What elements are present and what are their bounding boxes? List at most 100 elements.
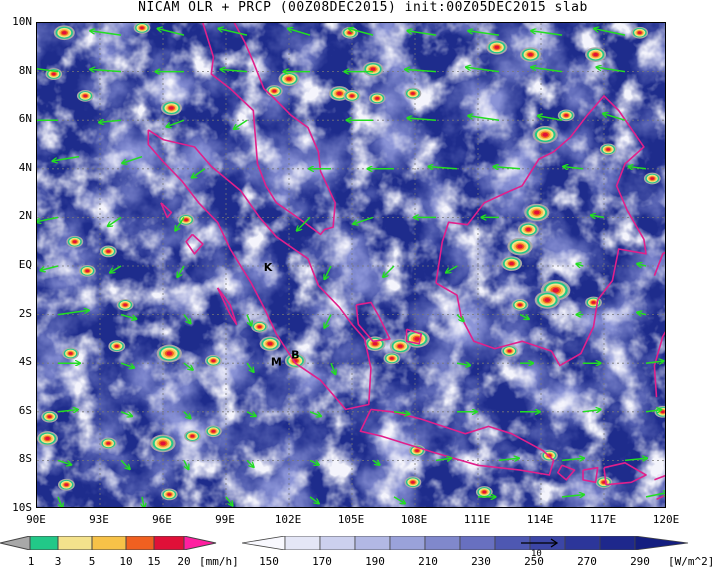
precip-cell <box>585 47 607 62</box>
lon-label: 117E <box>589 513 617 526</box>
precip-cell <box>364 336 386 352</box>
precip-cell <box>389 338 411 354</box>
coastline <box>147 129 372 411</box>
reference-vector-label: 10 <box>531 549 542 559</box>
wind-vector <box>645 492 665 498</box>
reference-wind-vector <box>521 538 559 548</box>
station-marker: M <box>271 356 282 369</box>
precip-cell <box>643 172 661 185</box>
precip-colorbar-bin <box>29 536 59 550</box>
wind-vector <box>297 216 311 230</box>
coastline <box>556 464 576 481</box>
coastline <box>435 95 647 367</box>
wind-vector <box>90 31 122 36</box>
wind-vector <box>466 67 500 73</box>
lon-label: 108E <box>400 513 428 526</box>
olr-colorbar-bin <box>424 536 461 550</box>
precip-cell <box>532 125 558 144</box>
precip-cell <box>108 340 126 353</box>
coastline <box>160 202 173 219</box>
precip-cell <box>116 299 134 311</box>
wind-vector <box>309 496 319 504</box>
wind-vector <box>177 265 185 277</box>
wind-vector <box>330 362 335 374</box>
wind-vector <box>538 116 563 121</box>
chart-title: NICAM OLR + PRCP (00Z08DEC2015) init:00Z… <box>138 0 588 15</box>
wind-vector <box>183 314 191 324</box>
wind-vector <box>603 114 626 121</box>
precip-colorbar-bin <box>153 536 185 550</box>
lon-label: 102E <box>274 513 302 526</box>
olr-tick: 170 <box>312 555 332 568</box>
wind-vector <box>435 458 451 460</box>
olr-colorbar-bin <box>354 536 391 550</box>
olr-colorbar <box>242 536 689 550</box>
olr-tick: 250 <box>524 555 544 568</box>
olr-colorbar-min-arrow <box>242 536 286 550</box>
precip-cell <box>53 25 75 41</box>
wind-vector <box>563 167 584 169</box>
wind-vector <box>582 410 601 412</box>
wind-vector <box>456 314 464 322</box>
precip-cell <box>133 23 151 34</box>
wind-vector <box>531 31 563 36</box>
precip-colorbar-bin <box>57 536 93 550</box>
olr-colorbar-bin <box>599 536 636 550</box>
wind-vector <box>57 496 62 507</box>
precip-cell <box>595 476 613 489</box>
wind-vector <box>498 458 519 460</box>
precip-tick: 15 <box>147 555 161 568</box>
olr-tick: 270 <box>577 555 597 568</box>
wind-vector <box>57 310 89 316</box>
wind-vector <box>246 459 254 467</box>
station-marker-layer: K MB <box>264 261 300 369</box>
wind-vector <box>225 496 233 506</box>
wind-vector <box>183 411 191 419</box>
wind-vector <box>468 31 500 36</box>
wind-vector <box>561 495 584 497</box>
wind-vector <box>122 155 143 164</box>
wind-vector <box>120 362 134 367</box>
wind-vector <box>110 265 122 273</box>
wind-vector <box>561 458 584 460</box>
wind-vector <box>591 215 605 217</box>
lat-label: 4S <box>18 355 32 368</box>
wind-vector <box>288 29 311 36</box>
wind-vector <box>175 216 185 230</box>
wind-vector <box>246 411 256 416</box>
wind-vector <box>309 411 321 416</box>
wind-vector <box>57 459 71 464</box>
precip-cell <box>265 85 283 97</box>
precip-cell <box>557 109 575 122</box>
precip-cell <box>251 320 268 333</box>
wind-vector <box>353 216 374 224</box>
wind-vector <box>221 69 248 71</box>
lon-label: 99E <box>215 513 235 526</box>
station-marker: K <box>264 261 273 274</box>
wind-vector <box>637 312 647 314</box>
lat-label: 2N <box>18 209 32 222</box>
wind-vector <box>120 459 130 469</box>
wind-vector <box>383 265 395 277</box>
wind-vector <box>393 496 405 504</box>
olr-colorbar-bin <box>459 536 496 550</box>
precip-cell <box>177 213 195 226</box>
wind-vector <box>637 264 647 266</box>
olr-tick: 290 <box>630 555 650 568</box>
wind-vector <box>628 167 647 169</box>
precip-cell <box>507 237 533 256</box>
wind-vector <box>166 119 185 127</box>
lat-label: 6S <box>18 404 32 417</box>
precip-cell <box>534 291 560 309</box>
wind-vector <box>405 69 437 71</box>
wind-vector <box>624 458 647 460</box>
wind-vector <box>183 460 188 469</box>
wind-vector <box>645 361 664 363</box>
precip-cell <box>599 143 617 156</box>
wind-vector <box>142 496 144 507</box>
precip-cell <box>62 347 79 360</box>
coastline <box>359 408 555 476</box>
wind-vector <box>37 68 59 73</box>
olr-tick: 190 <box>365 555 385 568</box>
